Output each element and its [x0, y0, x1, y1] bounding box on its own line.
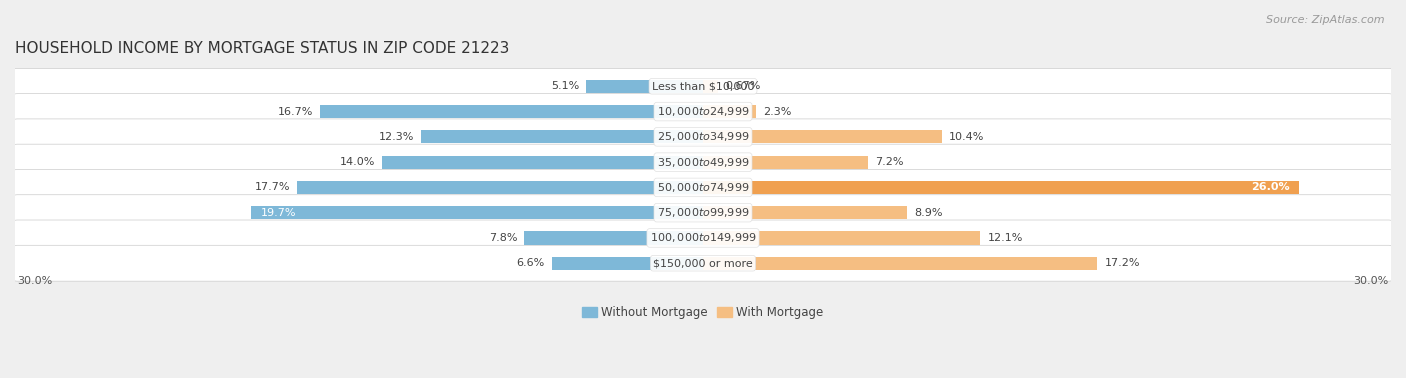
- Bar: [703, 156, 868, 169]
- Bar: [703, 181, 1299, 194]
- Text: 12.3%: 12.3%: [378, 132, 413, 142]
- Text: 17.7%: 17.7%: [254, 183, 290, 192]
- Bar: [586, 80, 703, 93]
- Text: 10.4%: 10.4%: [949, 132, 984, 142]
- Text: 0.67%: 0.67%: [725, 81, 761, 91]
- Bar: [524, 231, 703, 245]
- Text: $35,000 to $49,999: $35,000 to $49,999: [657, 156, 749, 169]
- Text: 26.0%: 26.0%: [1251, 183, 1291, 192]
- FancyBboxPatch shape: [10, 119, 1396, 155]
- Text: 16.7%: 16.7%: [278, 107, 314, 116]
- Text: $100,000 to $149,999: $100,000 to $149,999: [650, 231, 756, 245]
- Text: 30.0%: 30.0%: [1354, 276, 1389, 287]
- Text: $10,000 to $24,999: $10,000 to $24,999: [657, 105, 749, 118]
- Bar: [703, 257, 1098, 270]
- Text: 7.8%: 7.8%: [489, 233, 517, 243]
- Bar: [297, 181, 703, 194]
- Bar: [703, 80, 718, 93]
- Bar: [703, 130, 942, 143]
- FancyBboxPatch shape: [10, 195, 1396, 231]
- Text: 5.1%: 5.1%: [551, 81, 579, 91]
- Legend: Without Mortgage, With Mortgage: Without Mortgage, With Mortgage: [578, 301, 828, 324]
- Bar: [703, 231, 980, 245]
- Text: HOUSEHOLD INCOME BY MORTGAGE STATUS IN ZIP CODE 21223: HOUSEHOLD INCOME BY MORTGAGE STATUS IN Z…: [15, 42, 509, 56]
- Bar: [252, 206, 703, 219]
- Bar: [551, 257, 703, 270]
- Text: $75,000 to $99,999: $75,000 to $99,999: [657, 206, 749, 219]
- Text: 12.1%: 12.1%: [987, 233, 1022, 243]
- Bar: [321, 105, 703, 118]
- FancyBboxPatch shape: [10, 245, 1396, 281]
- Text: $150,000 or more: $150,000 or more: [654, 258, 752, 268]
- FancyBboxPatch shape: [10, 68, 1396, 104]
- Text: 19.7%: 19.7%: [260, 208, 295, 218]
- Text: 17.2%: 17.2%: [1104, 258, 1140, 268]
- Text: 6.6%: 6.6%: [516, 258, 544, 268]
- FancyBboxPatch shape: [10, 144, 1396, 180]
- Text: 14.0%: 14.0%: [340, 157, 375, 167]
- Bar: [703, 105, 756, 118]
- Text: $50,000 to $74,999: $50,000 to $74,999: [657, 181, 749, 194]
- Text: 8.9%: 8.9%: [914, 208, 942, 218]
- FancyBboxPatch shape: [10, 94, 1396, 130]
- Bar: [382, 156, 703, 169]
- Text: $25,000 to $34,999: $25,000 to $34,999: [657, 130, 749, 143]
- Text: Less than $10,000: Less than $10,000: [652, 81, 754, 91]
- Text: 7.2%: 7.2%: [875, 157, 904, 167]
- Bar: [420, 130, 703, 143]
- Text: 30.0%: 30.0%: [17, 276, 52, 287]
- FancyBboxPatch shape: [10, 220, 1396, 256]
- Bar: [703, 206, 907, 219]
- FancyBboxPatch shape: [10, 169, 1396, 205]
- Text: 2.3%: 2.3%: [762, 107, 792, 116]
- Text: Source: ZipAtlas.com: Source: ZipAtlas.com: [1267, 15, 1385, 25]
